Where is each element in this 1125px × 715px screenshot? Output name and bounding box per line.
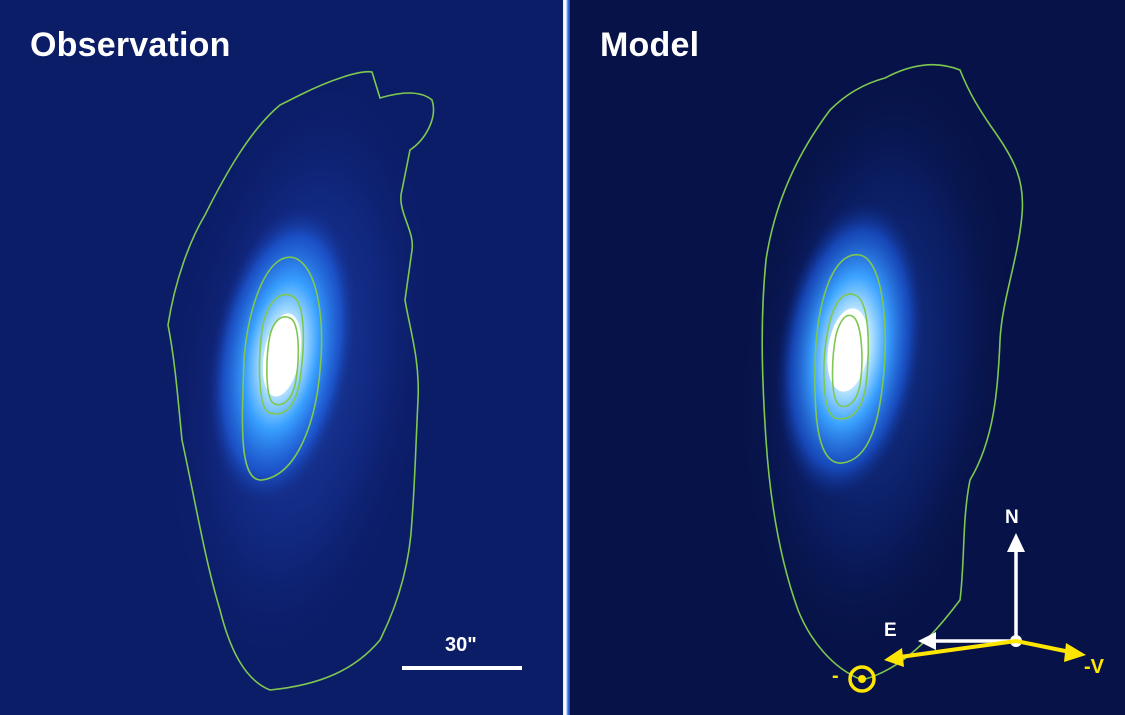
sun-label: - [832,665,839,687]
galaxy-core [262,313,302,397]
contour-lines [761,63,1024,681]
sun-direction-arrow [899,639,1017,659]
contour-lines [167,70,435,691]
north-label: N [1005,507,1019,528]
contour-mid [814,254,886,464]
panel-divider [563,0,570,715]
contour-outer [167,70,435,691]
model-image [737,61,1086,693]
velocity-arrow [1015,639,1071,654]
east-arrowhead [918,632,936,650]
north-arrowhead [1007,533,1025,552]
east-label: E [884,620,897,641]
contour-inner [823,293,870,420]
contour-inner [258,293,305,415]
panel-title-observation: Observation [30,26,231,64]
contour-core [831,314,863,408]
scale-bar-label: 30" [445,634,477,656]
contour-outer [761,63,1024,681]
velocity-arrowhead [1064,643,1086,662]
contour-mid [241,256,323,481]
velocity-arrows [884,639,1086,667]
sun-symbol [848,665,876,693]
panel-title-model: Model [600,26,700,64]
contour-core [266,316,300,406]
observation-image [164,70,522,691]
observation-panel: Observation 30" [0,0,563,715]
model-panel: Model N E -V - [570,0,1125,715]
sun-direction-arrowhead [884,648,904,667]
velocity-label: -V [1084,656,1104,678]
